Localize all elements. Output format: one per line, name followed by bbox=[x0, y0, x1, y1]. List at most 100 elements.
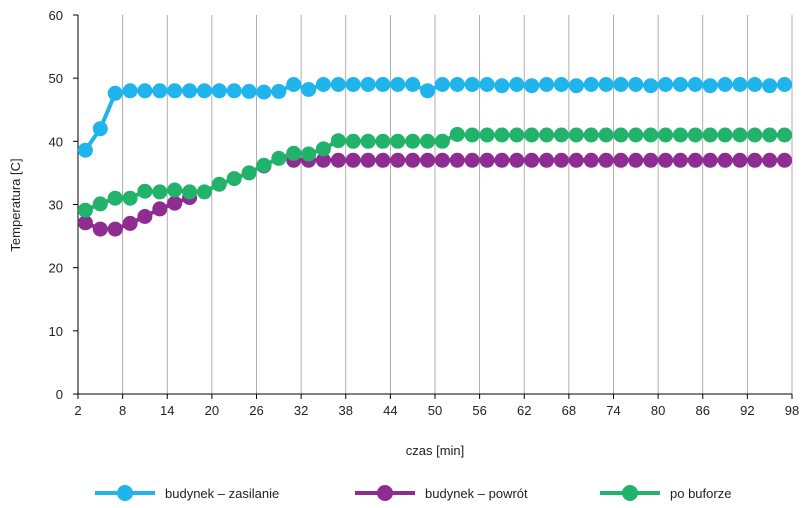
legend-item-3: po buforze bbox=[600, 485, 731, 501]
legend-marker bbox=[117, 485, 133, 501]
data-point bbox=[152, 201, 167, 216]
data-point bbox=[286, 77, 301, 92]
data-point bbox=[271, 84, 286, 99]
data-point bbox=[108, 86, 123, 101]
legend-item-2: budynek – powrót bbox=[355, 485, 528, 501]
data-point bbox=[301, 82, 316, 97]
legend-marker bbox=[622, 485, 638, 501]
x-tick-label: 92 bbox=[740, 403, 754, 418]
data-point bbox=[420, 83, 435, 98]
data-point bbox=[747, 128, 762, 143]
data-point bbox=[509, 77, 524, 92]
data-point bbox=[316, 141, 331, 156]
data-point bbox=[152, 83, 167, 98]
data-point bbox=[361, 77, 376, 92]
grid-lines bbox=[123, 15, 792, 394]
data-point bbox=[613, 77, 628, 92]
x-tick-label: 44 bbox=[383, 403, 397, 418]
data-point bbox=[108, 191, 123, 206]
data-point bbox=[375, 134, 390, 149]
x-tick-label: 80 bbox=[651, 403, 665, 418]
data-point bbox=[628, 77, 643, 92]
data-point bbox=[584, 128, 599, 143]
x-tick-label: 68 bbox=[562, 403, 576, 418]
data-point bbox=[301, 147, 316, 162]
data-point bbox=[628, 153, 643, 168]
y-tick-label: 60 bbox=[49, 8, 63, 23]
data-point bbox=[524, 78, 539, 93]
data-point bbox=[480, 128, 495, 143]
x-tick-label: 8 bbox=[119, 403, 126, 418]
data-point bbox=[732, 77, 747, 92]
data-point bbox=[435, 134, 450, 149]
data-point bbox=[167, 196, 182, 211]
data-point bbox=[554, 77, 569, 92]
data-point bbox=[703, 128, 718, 143]
data-point bbox=[718, 77, 733, 92]
y-tick-label: 50 bbox=[49, 71, 63, 86]
data-point bbox=[78, 203, 93, 218]
data-point bbox=[703, 78, 718, 93]
data-point bbox=[167, 183, 182, 198]
data-point bbox=[375, 153, 390, 168]
data-point bbox=[465, 128, 480, 143]
data-point bbox=[732, 128, 747, 143]
data-point bbox=[212, 177, 227, 192]
data-point bbox=[599, 128, 614, 143]
data-point bbox=[539, 153, 554, 168]
data-point bbox=[554, 153, 569, 168]
data-point bbox=[494, 78, 509, 93]
data-point bbox=[628, 128, 643, 143]
data-point bbox=[539, 128, 554, 143]
x-tick-label: 14 bbox=[160, 403, 174, 418]
data-point bbox=[137, 209, 152, 224]
data-point bbox=[271, 151, 286, 166]
x-tick-label: 56 bbox=[472, 403, 486, 418]
y-tick-label: 20 bbox=[49, 261, 63, 276]
data-point bbox=[405, 134, 420, 149]
data-point bbox=[435, 77, 450, 92]
data-point bbox=[390, 77, 405, 92]
data-point bbox=[554, 128, 569, 143]
legend-item-1: budynek – zasilanie bbox=[95, 485, 279, 501]
data-point bbox=[450, 153, 465, 168]
data-point bbox=[509, 153, 524, 168]
data-point bbox=[346, 153, 361, 168]
data-point bbox=[480, 77, 495, 92]
data-point bbox=[152, 184, 167, 199]
data-point bbox=[688, 153, 703, 168]
data-point bbox=[762, 78, 777, 93]
data-point bbox=[182, 83, 197, 98]
data-point bbox=[480, 153, 495, 168]
data-point bbox=[747, 153, 762, 168]
data-point bbox=[539, 77, 554, 92]
x-tick-label: 20 bbox=[205, 403, 219, 418]
data-point bbox=[613, 128, 628, 143]
data-point bbox=[346, 77, 361, 92]
data-point bbox=[420, 134, 435, 149]
data-point bbox=[569, 128, 584, 143]
data-point bbox=[494, 153, 509, 168]
data-point bbox=[227, 171, 242, 186]
data-point bbox=[732, 153, 747, 168]
data-point bbox=[599, 77, 614, 92]
data-point bbox=[673, 153, 688, 168]
data-point bbox=[212, 83, 227, 98]
data-point bbox=[658, 128, 673, 143]
legend-marker bbox=[377, 485, 393, 501]
data-point bbox=[599, 153, 614, 168]
data-point bbox=[509, 128, 524, 143]
data-point bbox=[688, 128, 703, 143]
data-point bbox=[569, 78, 584, 93]
data-point bbox=[777, 77, 792, 92]
data-point bbox=[465, 77, 480, 92]
data-point bbox=[673, 128, 688, 143]
data-point bbox=[93, 121, 108, 136]
legend-label: po buforze bbox=[670, 486, 731, 501]
data-point bbox=[167, 83, 182, 98]
data-point bbox=[137, 184, 152, 199]
data-point bbox=[123, 216, 138, 231]
data-point bbox=[435, 153, 450, 168]
data-point bbox=[390, 134, 405, 149]
data-point bbox=[584, 77, 599, 92]
